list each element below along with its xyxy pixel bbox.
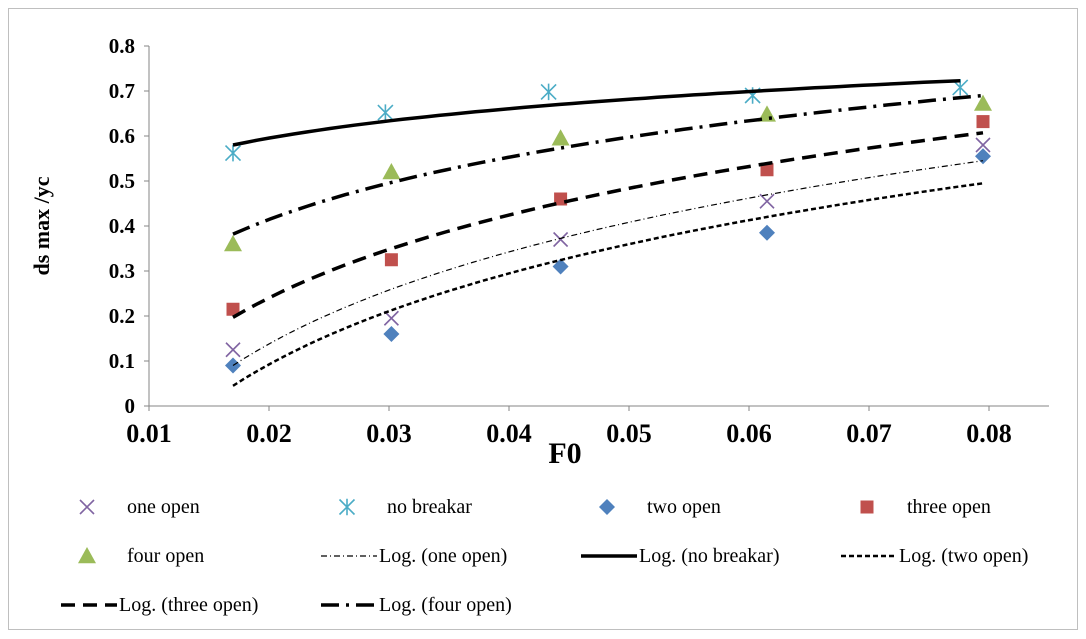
data-point-one-open-shape (383, 310, 399, 326)
data-point-two-open-shape (975, 148, 991, 165)
data-point-three-open (384, 253, 398, 267)
trendline-log-four-open (232, 93, 984, 236)
data-point-three-open-shape (760, 163, 774, 177)
y-tick-label: 0.7 (109, 79, 135, 103)
data-point-one-open (975, 137, 991, 153)
y-tick-label: 0.8 (109, 34, 135, 58)
data-point-three-open-shape (554, 192, 568, 206)
trendline-log-no-breakar (232, 78, 961, 147)
legend-marker-four-open (78, 547, 96, 564)
data-point-three-open (976, 115, 990, 129)
data-point-two-open (975, 148, 991, 165)
data-point-three-open-shape (976, 115, 990, 129)
data-point-one-open-shape (225, 342, 241, 358)
data-point-two-open-shape (552, 258, 569, 275)
legend-label-two-open: two open (647, 496, 721, 518)
x-tick-label: 0.03 (366, 419, 412, 448)
legend-label-four-open: four open (127, 545, 204, 567)
chart-svg: 0 0.1 0.2 0.3 0.4 0.5 0.6 0.7 0.8 0.01 0.02 0.03 0.0… (29, 34, 1049, 616)
y-tick-label: 0.4 (109, 214, 136, 238)
legend-label-log-three-open: Log. (three open) (119, 594, 258, 616)
x-axis-title: F0 (548, 437, 581, 470)
legend-marker-no-breakar-shape (338, 498, 356, 516)
legend-label-log-one-open: Log. (one open) (379, 545, 507, 567)
x-tick-label: 0.08 (966, 419, 1012, 448)
data-point-two-open (383, 326, 400, 342)
legend-marker-three-open (860, 500, 874, 514)
data-point-one-open-shape (759, 193, 775, 209)
chart-frame: 0 0.1 0.2 0.3 0.4 0.5 0.6 0.7 0.8 0.01 0.02 0.03 0.0… (8, 8, 1078, 630)
data-point-three-open (760, 163, 774, 177)
data-point-four-open-shape (551, 129, 570, 146)
data-point-no-breakar (540, 83, 557, 101)
data-point-two-open (759, 224, 775, 241)
y-axis-title: ds max /yc (29, 176, 54, 275)
x-tick-label: 0.02 (246, 419, 292, 448)
x-tick-label: 0.07 (846, 419, 892, 448)
y-tick-label: 0.2 (109, 304, 135, 328)
y-tick-label: 0 (125, 394, 136, 418)
x-tick-label: 0.05 (606, 419, 652, 448)
legend-label-log-two-open: Log. (two open) (899, 545, 1028, 567)
x-tick-label: 0.06 (726, 419, 772, 448)
data-point-one-open (383, 310, 399, 326)
y-tick-label: 0.3 (109, 259, 135, 283)
x-tick-label: 0.04 (486, 419, 532, 448)
data-point-one-open (759, 193, 775, 209)
x-tick-label: 0.01 (126, 419, 172, 448)
data-point-four-open (974, 94, 992, 111)
legend-marker-two-open (599, 499, 615, 515)
data-point-two-open-shape (383, 326, 400, 342)
data-point-no-breakar (377, 104, 394, 121)
data-point-two-open (552, 258, 569, 275)
data-point-no-breakar-shape (224, 144, 242, 162)
data-point-four-open-shape (974, 94, 992, 111)
legend-label-log-no-breakar: Log. (no breakar) (639, 545, 780, 567)
legend-label-three-open: three open (907, 496, 991, 518)
legend-marker-four-open-shape (78, 547, 96, 564)
trendline-log-two-open (232, 182, 984, 387)
legend-marker-two-open-shape (599, 499, 615, 515)
legend-label-no-breakar: no breakar (387, 496, 472, 518)
data-point-four-open-shape (224, 235, 242, 252)
y-tick-label: 0.5 (109, 169, 135, 193)
trendline-log-three-open (232, 131, 984, 319)
legend-marker-no-breakar (338, 498, 356, 516)
legend-marker-one-open-shape (79, 499, 95, 515)
data-point-two-open-shape (759, 224, 775, 241)
data-point-four-open (224, 235, 242, 252)
data-point-four-open (382, 163, 401, 180)
y-tick-label: 0.1 (109, 349, 135, 373)
data-point-three-open-shape (384, 253, 398, 267)
data-point-one-open (225, 342, 241, 358)
data-point-one-open-shape (553, 231, 569, 248)
legend-label-log-four-open: Log. (four open) (379, 594, 512, 616)
y-tick-label: 0.6 (109, 124, 135, 148)
legend-marker-one-open (79, 499, 95, 515)
legend-marker-three-open-shape (860, 500, 874, 514)
data-point-one-open (553, 231, 569, 248)
data-point-four-open-shape (382, 163, 401, 180)
data-point-three-open (554, 192, 568, 206)
data-point-no-breakar (224, 144, 242, 162)
data-point-four-open (551, 129, 570, 146)
data-point-no-breakar-shape (540, 83, 557, 101)
data-point-three-open-shape (226, 302, 240, 316)
legend-label-one-open: one open (127, 496, 200, 518)
data-point-three-open (226, 302, 240, 316)
data-point-no-breakar-shape (377, 104, 394, 121)
data-point-one-open-shape (975, 137, 991, 153)
